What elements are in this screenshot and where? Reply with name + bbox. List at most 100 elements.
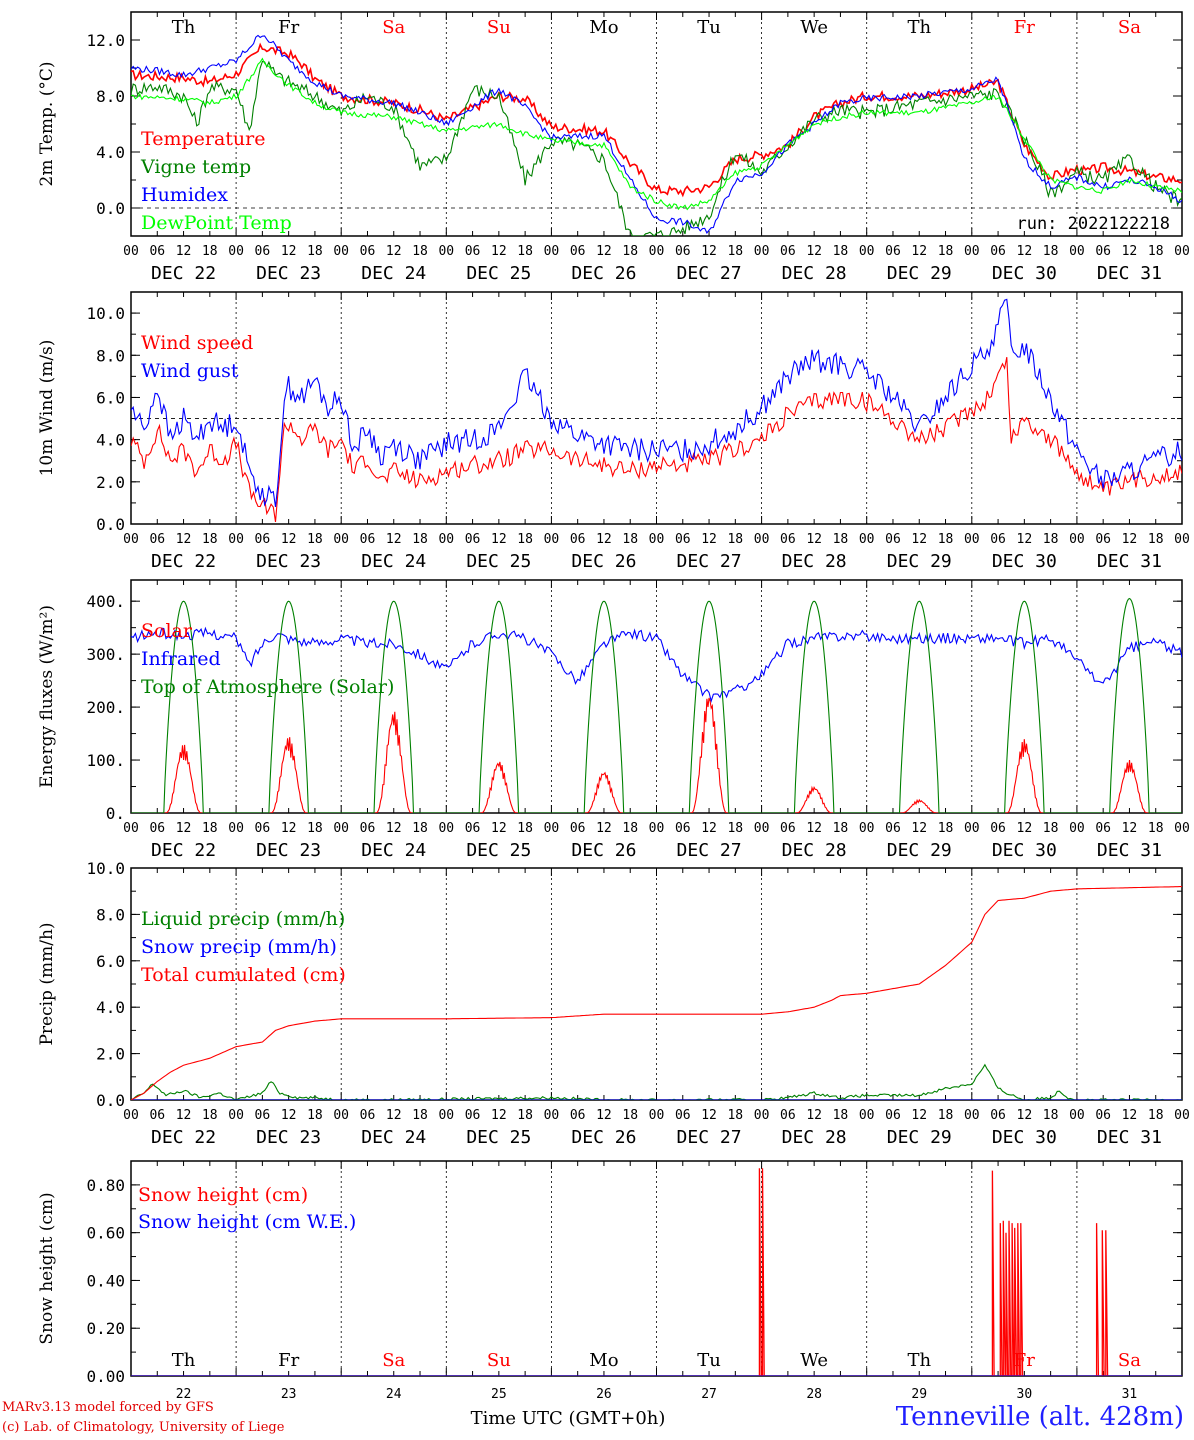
y-tick-label: 400. [86,592,125,611]
day-number-label: 27 [701,1387,717,1402]
date-label: DEC 27 [677,263,742,284]
weekday-label: Fr [1014,17,1035,38]
hour-label: 12 [281,532,297,547]
series-dewpoint-temp [131,57,1182,211]
hour-label: 12 [701,821,717,836]
hour-label: 06 [360,821,376,836]
hour-label: 18 [622,1108,638,1123]
hour-label: 00 [649,532,665,547]
hour-label: 18 [517,821,533,836]
hour-label: 06 [990,1108,1006,1123]
hour-label: 00 [544,244,560,259]
date-label: DEC 24 [361,1127,426,1148]
hour-label: 00 [649,244,665,259]
hour-label: 00 [964,821,980,836]
date-label: DEC 24 [361,840,426,861]
hour-label: 12 [806,1108,822,1123]
date-label: DEC 26 [571,840,636,861]
run-label: run: 2022122218 [1016,214,1170,234]
date-label: DEC 31 [1097,1127,1162,1148]
legend-entry: Snow height (cm W.E.) [138,1211,356,1233]
date-label: DEC 25 [466,840,531,861]
hour-label: 00 [964,532,980,547]
weekday-label: Th [172,17,196,38]
hour-label: 06 [570,244,586,259]
hour-label: 06 [885,532,901,547]
hour-label: 00 [1174,532,1190,547]
hour-label: 12 [386,1108,402,1123]
hour-label: 12 [1122,1108,1138,1123]
series-temperature [131,42,1182,198]
hour-label: 00 [1069,1108,1085,1123]
weekday-label: Sa [1118,17,1141,38]
hour-label: 12 [1122,821,1138,836]
day-number-label: 23 [281,1387,297,1402]
station-title: Tenneville (alt. 428m) [895,1402,1184,1432]
weekday-label: Mo [589,17,618,38]
hour-label: 00 [1069,821,1085,836]
hour-label: 12 [176,244,192,259]
day-number-label: 25 [491,1387,507,1402]
y-tick-label: 0.00 [86,1367,125,1386]
y-tick-label: 6.0 [96,388,125,407]
hour-label: 12 [1017,1108,1033,1123]
date-label: DEC 30 [992,1127,1057,1148]
hour-label: 06 [149,532,165,547]
hour-label: 06 [885,1108,901,1123]
y-tick-label: 10.0 [86,859,125,878]
hour-label: 18 [727,821,743,836]
hour-label: 12 [701,532,717,547]
hour-label: 06 [465,532,481,547]
y-tick-label: 0.0 [96,515,125,534]
hour-label: 00 [544,532,560,547]
hour-label: 00 [228,244,244,259]
hour-label: 06 [780,821,796,836]
date-label: DEC 26 [571,1127,636,1148]
hour-label: 06 [1095,532,1111,547]
y-axis-label: 2m Temp. (°C) [37,61,57,186]
hour-label: 06 [675,821,691,836]
y-tick-label: 0.40 [86,1271,125,1290]
hour-label: 06 [570,1108,586,1123]
hour-label: 18 [202,821,218,836]
hour-label: 12 [911,821,927,836]
hour-label: 12 [1017,532,1033,547]
hour-label: 06 [360,244,376,259]
y-tick-label: 2.0 [96,473,125,492]
legend-entry: Snow height (cm) [138,1184,308,1206]
hour-label: 12 [701,1108,717,1123]
weekday-label: Th [907,17,931,38]
date-label: DEC 23 [256,840,321,861]
date-label: DEC 26 [571,551,636,572]
day-number-label: 24 [386,1387,402,1402]
y-tick-label: 0.0 [96,1091,125,1110]
hour-label: 18 [517,1108,533,1123]
date-label: DEC 27 [677,1127,742,1148]
hour-label: 06 [675,532,691,547]
weekday-label: Sa [1118,1350,1141,1371]
hour-label: 00 [964,1108,980,1123]
date-label: DEC 31 [1097,263,1162,284]
legend-entry: Wind speed [141,332,253,354]
hour-label: 00 [754,1108,770,1123]
weekday-label: Fr [278,17,299,38]
date-label: DEC 25 [466,551,531,572]
y-tick-label: 8.0 [96,905,125,924]
hour-label: 12 [806,532,822,547]
hour-label: 18 [1043,244,1059,259]
hour-label: 12 [701,244,717,259]
hour-label: 18 [727,244,743,259]
hour-label: 18 [307,821,323,836]
legend-entry: Wind gust [141,360,239,382]
date-label: DEC 31 [1097,840,1162,861]
legend-entry: Humidex [141,184,228,206]
hour-label: 06 [780,244,796,259]
hour-label: 12 [491,821,507,836]
hour-label: 12 [1122,244,1138,259]
hour-label: 12 [386,821,402,836]
hour-label: 00 [754,244,770,259]
hour-label: 18 [833,1108,849,1123]
hour-label: 18 [307,244,323,259]
day-number-label: 26 [596,1387,612,1402]
legend-entry: Snow precip (mm/h) [141,936,337,958]
